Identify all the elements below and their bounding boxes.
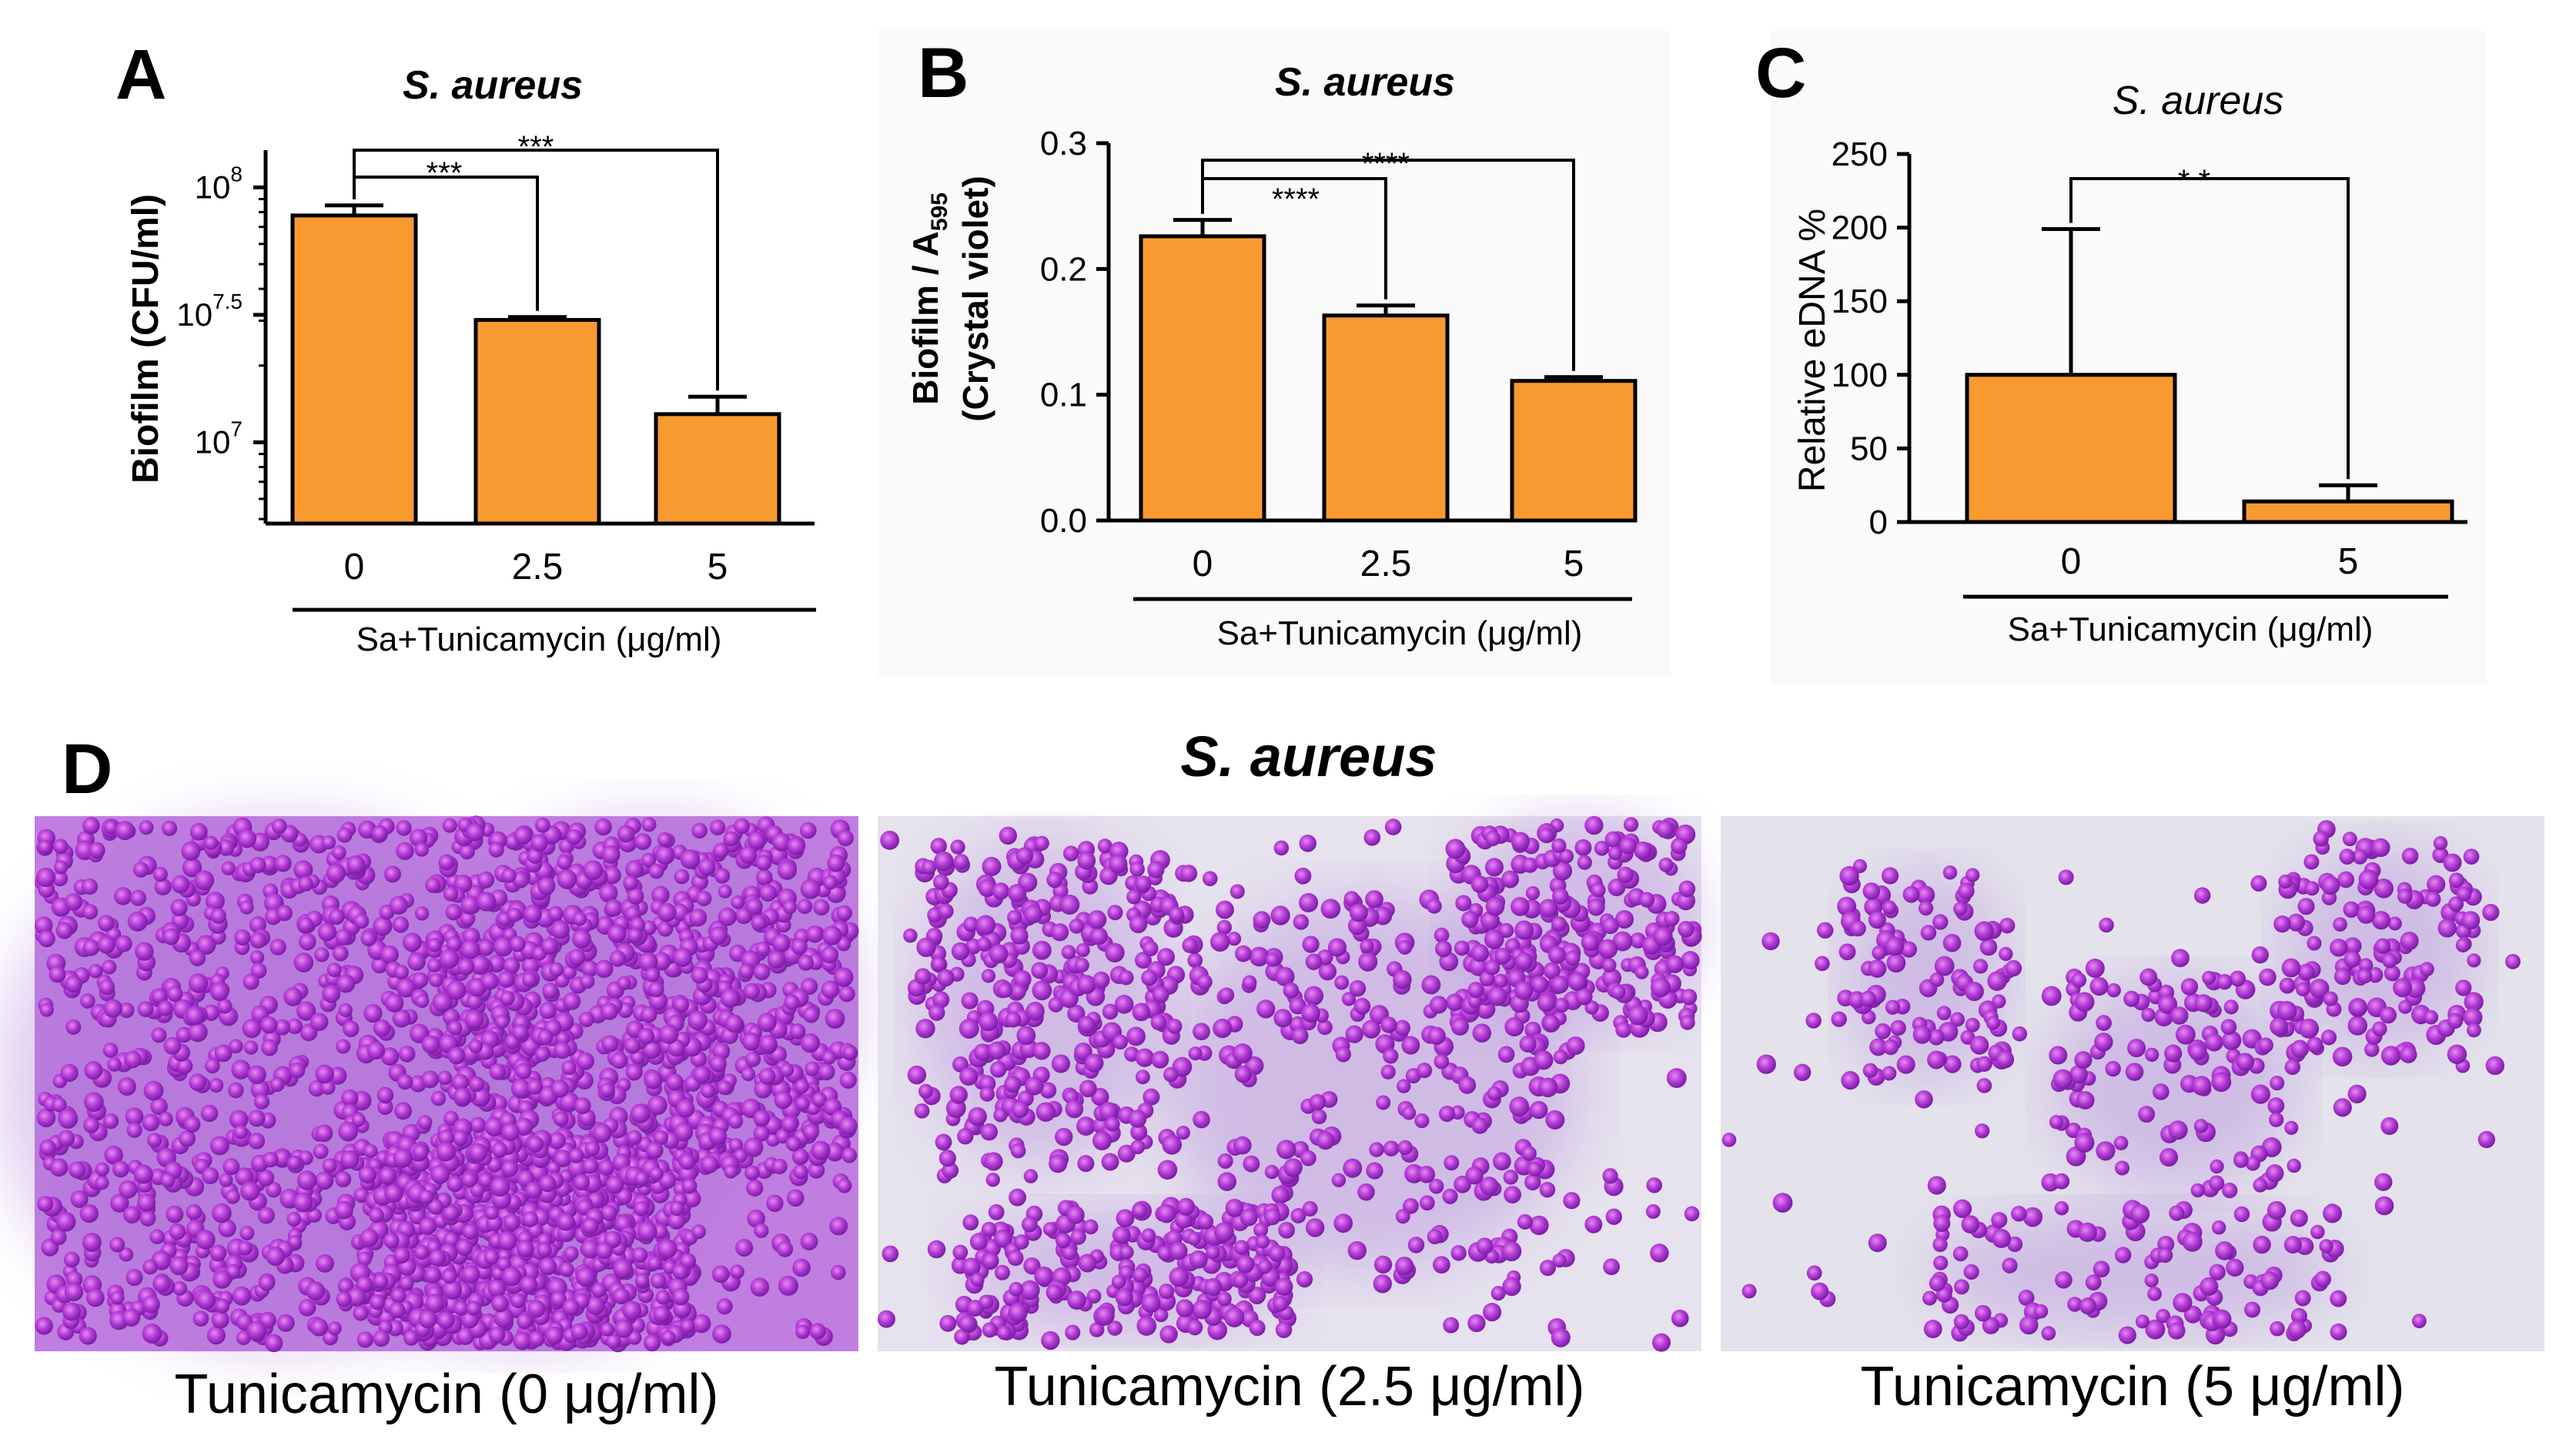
significance-bracket — [2069, 177, 2350, 480]
x-category-label: 0 — [1193, 544, 1213, 584]
micrograph-0ug — [0, 815, 859, 1353]
y-tick-label: 108 — [195, 162, 243, 205]
bar — [1139, 234, 1266, 523]
significance-bracket — [353, 149, 719, 391]
y-tick-label: 100 — [1832, 356, 1888, 394]
chart-b: 0.0 0.1 0.2 0.3 0 2.5 5 **** **** — [1040, 125, 1638, 584]
panel-b-xgroup-label: Sa+Tunicamycin (μg/ml) — [1217, 614, 1583, 652]
panel-b-ylabel-main: Biofilm / A — [905, 231, 945, 405]
panel-label-a: A — [115, 35, 166, 114]
x-category-label: 2.5 — [512, 547, 564, 587]
y-tick-label: 250 — [1832, 136, 1888, 173]
caption-2-5ug: Tunicamycin (2.5 μg/ml) — [994, 1356, 1584, 1418]
x-category-label: 2.5 — [1360, 544, 1412, 584]
panel-label-d: D — [62, 730, 112, 808]
significance-label: **** — [1272, 182, 1320, 216]
bar — [2242, 499, 2454, 524]
y-tick-label: 0.3 — [1040, 125, 1087, 162]
y-tick-label: 50 — [1850, 430, 1888, 467]
significance-bracket — [1201, 159, 1575, 371]
x-category-label: 5 — [708, 547, 728, 587]
chart-a: 107 107.5 108 0 2.5 5 *** *** — [176, 130, 815, 587]
y-tick-label: 0.1 — [1040, 377, 1087, 414]
caption-5ug: Tunicamycin (5 μg/ml) — [1861, 1356, 2405, 1418]
y-tick-label: 200 — [1832, 209, 1888, 247]
panel-b-ylabel-line2: (Crystal violet) — [955, 176, 995, 422]
panel-a-ylabel: Biofilm (CFU/ml) — [125, 194, 166, 484]
panel-d-title: S. aureus — [1180, 725, 1437, 788]
significance-label: *** — [518, 130, 554, 164]
y-tick-label: 0.2 — [1040, 250, 1087, 288]
bar — [290, 213, 418, 526]
y-tick-label: 0.0 — [1040, 502, 1087, 540]
bar — [1322, 313, 1450, 523]
panel-c-xgroup-label: Sa+Tunicamycin (μg/ml) — [2008, 611, 2374, 648]
panel-b-ylabel-sub: 595 — [927, 192, 952, 231]
x-category-label: 0 — [344, 547, 365, 587]
micrograph-row — [0, 815, 2544, 1353]
panel-c-background — [1771, 31, 2487, 685]
panel-b-ylabel: Biofilm / A595 — [905, 192, 952, 405]
bar — [1965, 373, 2177, 524]
micrograph-5ug — [1721, 816, 2544, 1351]
bar — [654, 412, 781, 526]
y-tick-label: 107.5 — [176, 290, 243, 333]
caption-0ug: Tunicamycin (0 μg/ml) — [175, 1364, 719, 1425]
panel-label-c: C — [1755, 34, 1806, 112]
panel-a-xgroup-label: Sa+Tunicamycin (μg/ml) — [356, 621, 722, 658]
panel-label-b: B — [918, 34, 969, 112]
y-tick-label: 150 — [1832, 283, 1888, 320]
panel-b-title: S. aureus — [1275, 60, 1455, 105]
chart-c: 0 50 100 150 200 250 0 5 * * — [1832, 136, 2467, 582]
bar — [473, 318, 601, 526]
y-tick-label: 0 — [1869, 504, 1888, 541]
panel-b-background — [878, 31, 1671, 678]
significance-label: *** — [427, 156, 463, 190]
bar — [1510, 379, 1638, 523]
micrograph-2-5ug — [877, 815, 1702, 1352]
significance-label: **** — [1362, 147, 1410, 181]
x-category-label: 5 — [2338, 541, 2359, 582]
x-category-label: 0 — [2061, 541, 2082, 582]
significance-label: * * — [2178, 164, 2210, 198]
panel-c-ylabel: Relative eDNA % — [1792, 209, 1833, 492]
panel-a-title: S. aureus — [403, 63, 583, 108]
x-category-label: 5 — [1564, 544, 1584, 584]
y-tick-label: 107 — [195, 417, 243, 460]
panel-c-title: S. aureus — [2113, 79, 2284, 123]
